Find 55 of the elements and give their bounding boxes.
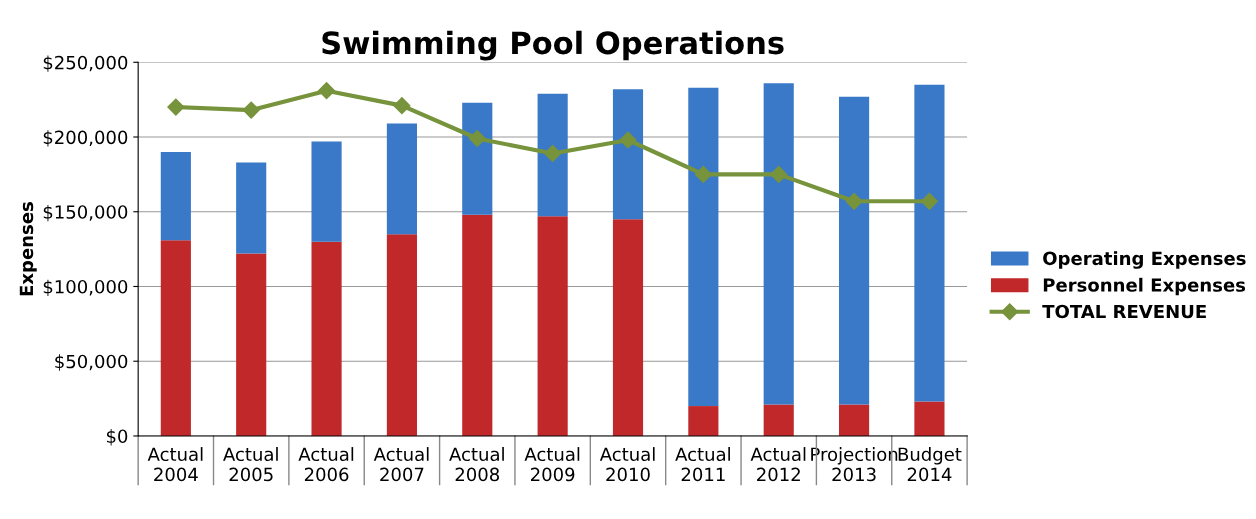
y-tick-label: $50,000: [55, 354, 128, 371]
chart-title: Swimming Pool Operations: [322, 30, 784, 61]
x-tick-label: Actual 2008: [449, 447, 504, 482]
bar: [612, 89, 644, 220]
bar: [311, 141, 342, 242]
bar: [688, 87, 719, 407]
bar: [236, 162, 267, 254]
point: [544, 144, 562, 163]
point: [619, 131, 637, 149]
y-tick-label: $100,000: [43, 279, 128, 296]
x-tick-label: Actual 2004: [147, 447, 203, 482]
x-tick-label: Projection 2013: [811, 447, 898, 482]
y-tick-label: $150,000: [43, 204, 128, 222]
bar: [537, 93, 568, 217]
bar: [763, 83, 794, 405]
x-tick-label: Actual 2005: [223, 447, 278, 482]
bar: [236, 253, 267, 436]
bar: [914, 401, 945, 436]
x-tick-label: Actual 2012: [750, 447, 806, 482]
x-tick-label: Actual 2010: [599, 447, 655, 482]
y-axis-title: Expenses: [19, 202, 37, 296]
point: [845, 192, 863, 210]
point: [468, 129, 486, 148]
point: [393, 97, 411, 115]
point: [920, 192, 938, 210]
x-tick-label: Actual 2006: [298, 447, 354, 482]
legend-label: Operating Expenses: [1043, 251, 1246, 269]
point: [770, 165, 788, 183]
point: [242, 101, 260, 119]
y-tick-label: $0: [106, 429, 128, 446]
legend-label: TOTAL REVENUE: [1042, 304, 1206, 319]
x-tick-label: Actual 2009: [524, 447, 580, 482]
bar: [839, 96, 870, 405]
bar: [763, 404, 794, 436]
bar: [160, 151, 191, 241]
bar: [311, 241, 342, 436]
x-tick-label: Budget 2014: [898, 447, 962, 482]
point: [167, 98, 185, 116]
bar: [386, 123, 417, 235]
legend-label: Personnel Expenses: [1043, 277, 1246, 296]
bar: [160, 240, 191, 436]
x-tick-label: Actual 2007: [373, 447, 429, 482]
bar: [462, 102, 493, 215]
bar: [386, 234, 417, 436]
y-tick-label: $200,000: [43, 130, 128, 147]
bar: [839, 404, 870, 436]
point: [694, 165, 712, 183]
bar: [688, 406, 719, 436]
bar: [462, 214, 493, 436]
x-tick-label: Actual 2011: [675, 447, 730, 482]
y-tick-label: $250,000: [43, 55, 128, 72]
bar: [612, 219, 644, 436]
bar: [537, 216, 568, 436]
point: [318, 82, 336, 100]
bar: [914, 84, 945, 402]
